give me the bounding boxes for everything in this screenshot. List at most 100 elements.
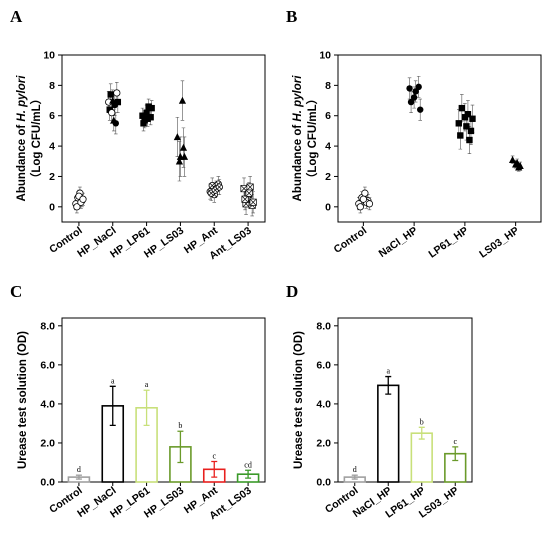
x-tick-label: Control	[332, 225, 370, 256]
y-axis-label-units: （Log CFU/mL）	[29, 93, 43, 184]
data-point	[463, 123, 470, 130]
data-point	[415, 83, 422, 91]
y-tick-label: 6	[325, 110, 331, 122]
y-axis-label: Abundance of H. pylori	[292, 75, 304, 202]
y-tick-label: 0	[49, 201, 55, 213]
y-tick-label: 8.0	[316, 320, 331, 332]
data-point	[178, 96, 187, 104]
error-bar	[143, 389, 150, 427]
data-point	[245, 189, 253, 197]
error-bar	[418, 426, 425, 440]
data-group-hp-ant	[206, 176, 223, 203]
data-point	[464, 111, 472, 118]
data-point	[180, 152, 189, 160]
data-point	[356, 203, 364, 211]
data-point	[215, 183, 223, 191]
y-tick-label: 8	[49, 80, 55, 92]
y-tick-label: 6.0	[316, 359, 331, 371]
data-point	[516, 162, 524, 170]
plot-frame	[61, 54, 266, 223]
data-point	[412, 88, 419, 95]
data-point	[173, 133, 181, 141]
data-group-nacl-hp	[406, 75, 424, 121]
error-bar	[177, 430, 184, 464]
panel-d-urease-bar-chart: 0.0 2.0 4.0 6.0 8.0 Urease test solution (OD)…	[293, 317, 473, 521]
data-point	[457, 132, 464, 139]
y-tick-label: 0.0	[40, 477, 55, 489]
error-bar	[109, 385, 116, 427]
data-point	[513, 158, 521, 166]
data-point	[175, 157, 184, 165]
significance-letter: b	[420, 417, 424, 426]
data-point	[249, 198, 257, 206]
y-tick-label: 2	[325, 171, 331, 183]
data-group-control	[355, 186, 374, 214]
error-bar	[351, 474, 358, 480]
data-point	[407, 98, 415, 106]
significance-letter: b	[178, 421, 182, 430]
panel-label-d: D	[286, 282, 298, 301]
y-axis-label-text: Abundance of	[16, 122, 28, 202]
error-bar	[385, 375, 392, 395]
y-tick-label: 10	[319, 50, 331, 62]
data-point-cross	[249, 198, 257, 206]
panel-c-urease-bar-chart: 0.0 2.0 4.0 6.0 8.0 Urease test solution (OD)…	[17, 317, 266, 522]
data-point-cross	[216, 184, 222, 190]
data-point	[179, 143, 188, 151]
data-point	[114, 98, 122, 106]
data-group-hp-lp61	[139, 98, 155, 132]
significance-letter: a	[111, 376, 115, 385]
y-tick-label: 4	[49, 141, 55, 153]
y-tick-label: 6	[49, 110, 55, 122]
data-point	[79, 195, 87, 203]
y-tick-label: 4	[325, 141, 331, 153]
data-point	[144, 115, 151, 122]
plot-frame	[337, 54, 542, 223]
bar-lp61-hp	[410, 432, 433, 483]
x-tick-label: LS03_HP	[477, 225, 521, 261]
data-point	[73, 203, 81, 211]
panel-label-c: C	[10, 282, 22, 301]
data-point	[410, 94, 418, 101]
data-point	[139, 112, 146, 119]
data-group-lp61-hp	[455, 94, 476, 154]
data-point	[365, 200, 374, 208]
data-point	[458, 104, 466, 112]
data-point	[469, 115, 476, 122]
data-group-ls03-hp	[508, 155, 524, 172]
data-point	[108, 109, 116, 117]
data-point-cross	[245, 189, 253, 197]
data-point	[455, 120, 462, 127]
y-tick-label: 6.0	[40, 359, 55, 371]
significance-letter: c	[212, 452, 216, 461]
error-bar	[75, 474, 82, 480]
data-point-cross	[246, 183, 254, 191]
significance-letter: d	[77, 465, 81, 474]
panel-label-b: B	[286, 7, 297, 26]
data-point	[143, 109, 150, 116]
data-point	[112, 120, 119, 127]
panel-b-abundance-scatter: 0 2 4 6 8 10 Abundance of H. pylori （Log CFU/mL…	[292, 50, 542, 261]
y-tick-label: 2.0	[40, 437, 55, 449]
y-tick-label: 8	[325, 80, 331, 92]
data-point-cross	[241, 195, 249, 203]
data-point	[241, 195, 249, 203]
y-axis-label-text: Abundance of	[292, 122, 304, 202]
data-point	[359, 195, 367, 203]
error-bar	[452, 446, 459, 462]
y-axis-label-italic: H. pylori	[292, 75, 304, 122]
significance-letter: a	[145, 380, 149, 389]
data-point	[406, 85, 413, 92]
bar-nacl-hp	[377, 384, 400, 483]
data-point	[113, 89, 121, 97]
x-tick-label: LP61_HP	[426, 225, 470, 261]
y-tick-label: 2.0	[316, 437, 331, 449]
significance-letter: a	[386, 367, 390, 376]
data-point	[466, 136, 473, 144]
y-tick-label: 0.0	[316, 477, 331, 489]
data-group-ant-ls03	[240, 176, 257, 217]
data-point	[417, 106, 424, 113]
y-tick-label: 4.0	[316, 398, 331, 410]
y-axis-label-units: （Log CFU/mL）	[305, 93, 319, 184]
